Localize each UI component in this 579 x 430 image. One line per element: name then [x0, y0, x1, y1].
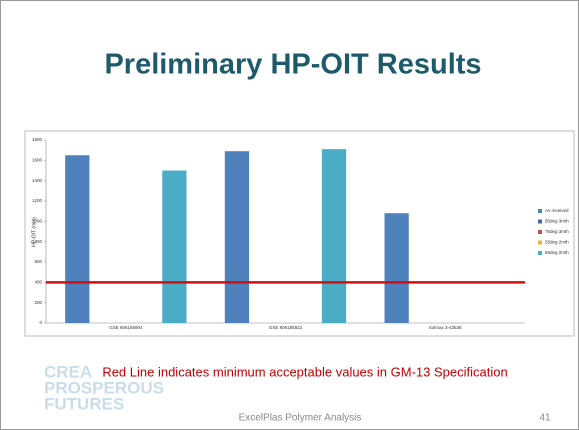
slide-title: Preliminary HP-OIT Results: [104, 49, 481, 81]
y-tick-label: 1000: [32, 219, 43, 224]
watermark-line: PROSPEROUS: [44, 378, 164, 397]
bar: [321, 149, 347, 323]
bar: [162, 170, 187, 323]
watermark-line: CREA: [44, 362, 92, 381]
y-tick-label: 800: [34, 239, 42, 244]
legend-label: As received: [545, 208, 569, 213]
y-axis-label: HP-OIT (min): [31, 217, 37, 247]
y-tick-label: 200: [34, 300, 42, 305]
legend-label: 85deg 3mth: [545, 219, 569, 224]
x-tick-label: GSE 806185922: [269, 325, 303, 330]
y-tick-label: 1200: [32, 198, 43, 203]
bar: [384, 213, 409, 323]
footer: ExcelPlas Polymer Analysis: [239, 413, 362, 424]
bar: [224, 151, 250, 323]
legend-swatch: [538, 251, 542, 255]
legend-swatch: [538, 230, 542, 234]
y-tick-label: 1800: [32, 137, 43, 142]
watermark-line: FUTURES: [44, 394, 124, 413]
y-tick-label: 600: [34, 259, 42, 264]
chart-frame: [24, 130, 575, 337]
bar: [65, 155, 90, 323]
y-tick-label: 0: [39, 320, 42, 325]
legend-swatch: [538, 240, 542, 245]
legend-swatch: [538, 219, 542, 224]
legend-label: 55deg 2mth: [545, 240, 569, 245]
y-tick-label: 400: [34, 280, 42, 285]
legend-label: 85deg 2mth: [545, 250, 569, 255]
legend-swatch: [538, 209, 542, 213]
page-number: 41: [539, 413, 551, 424]
x-tick-label: GSE 806165904: [109, 325, 143, 330]
legend-label: 75deg 3mth: [545, 229, 569, 234]
y-tick-label: 1600: [32, 158, 43, 163]
x-tick-label: Solmax 3-43536: [429, 325, 462, 330]
watermark: CREA PROSPEROUS FUTURES: [44, 362, 164, 413]
slide-note: Red Line indicates minimum acceptable va…: [102, 364, 507, 379]
y-tick-label: 1400: [32, 178, 43, 183]
